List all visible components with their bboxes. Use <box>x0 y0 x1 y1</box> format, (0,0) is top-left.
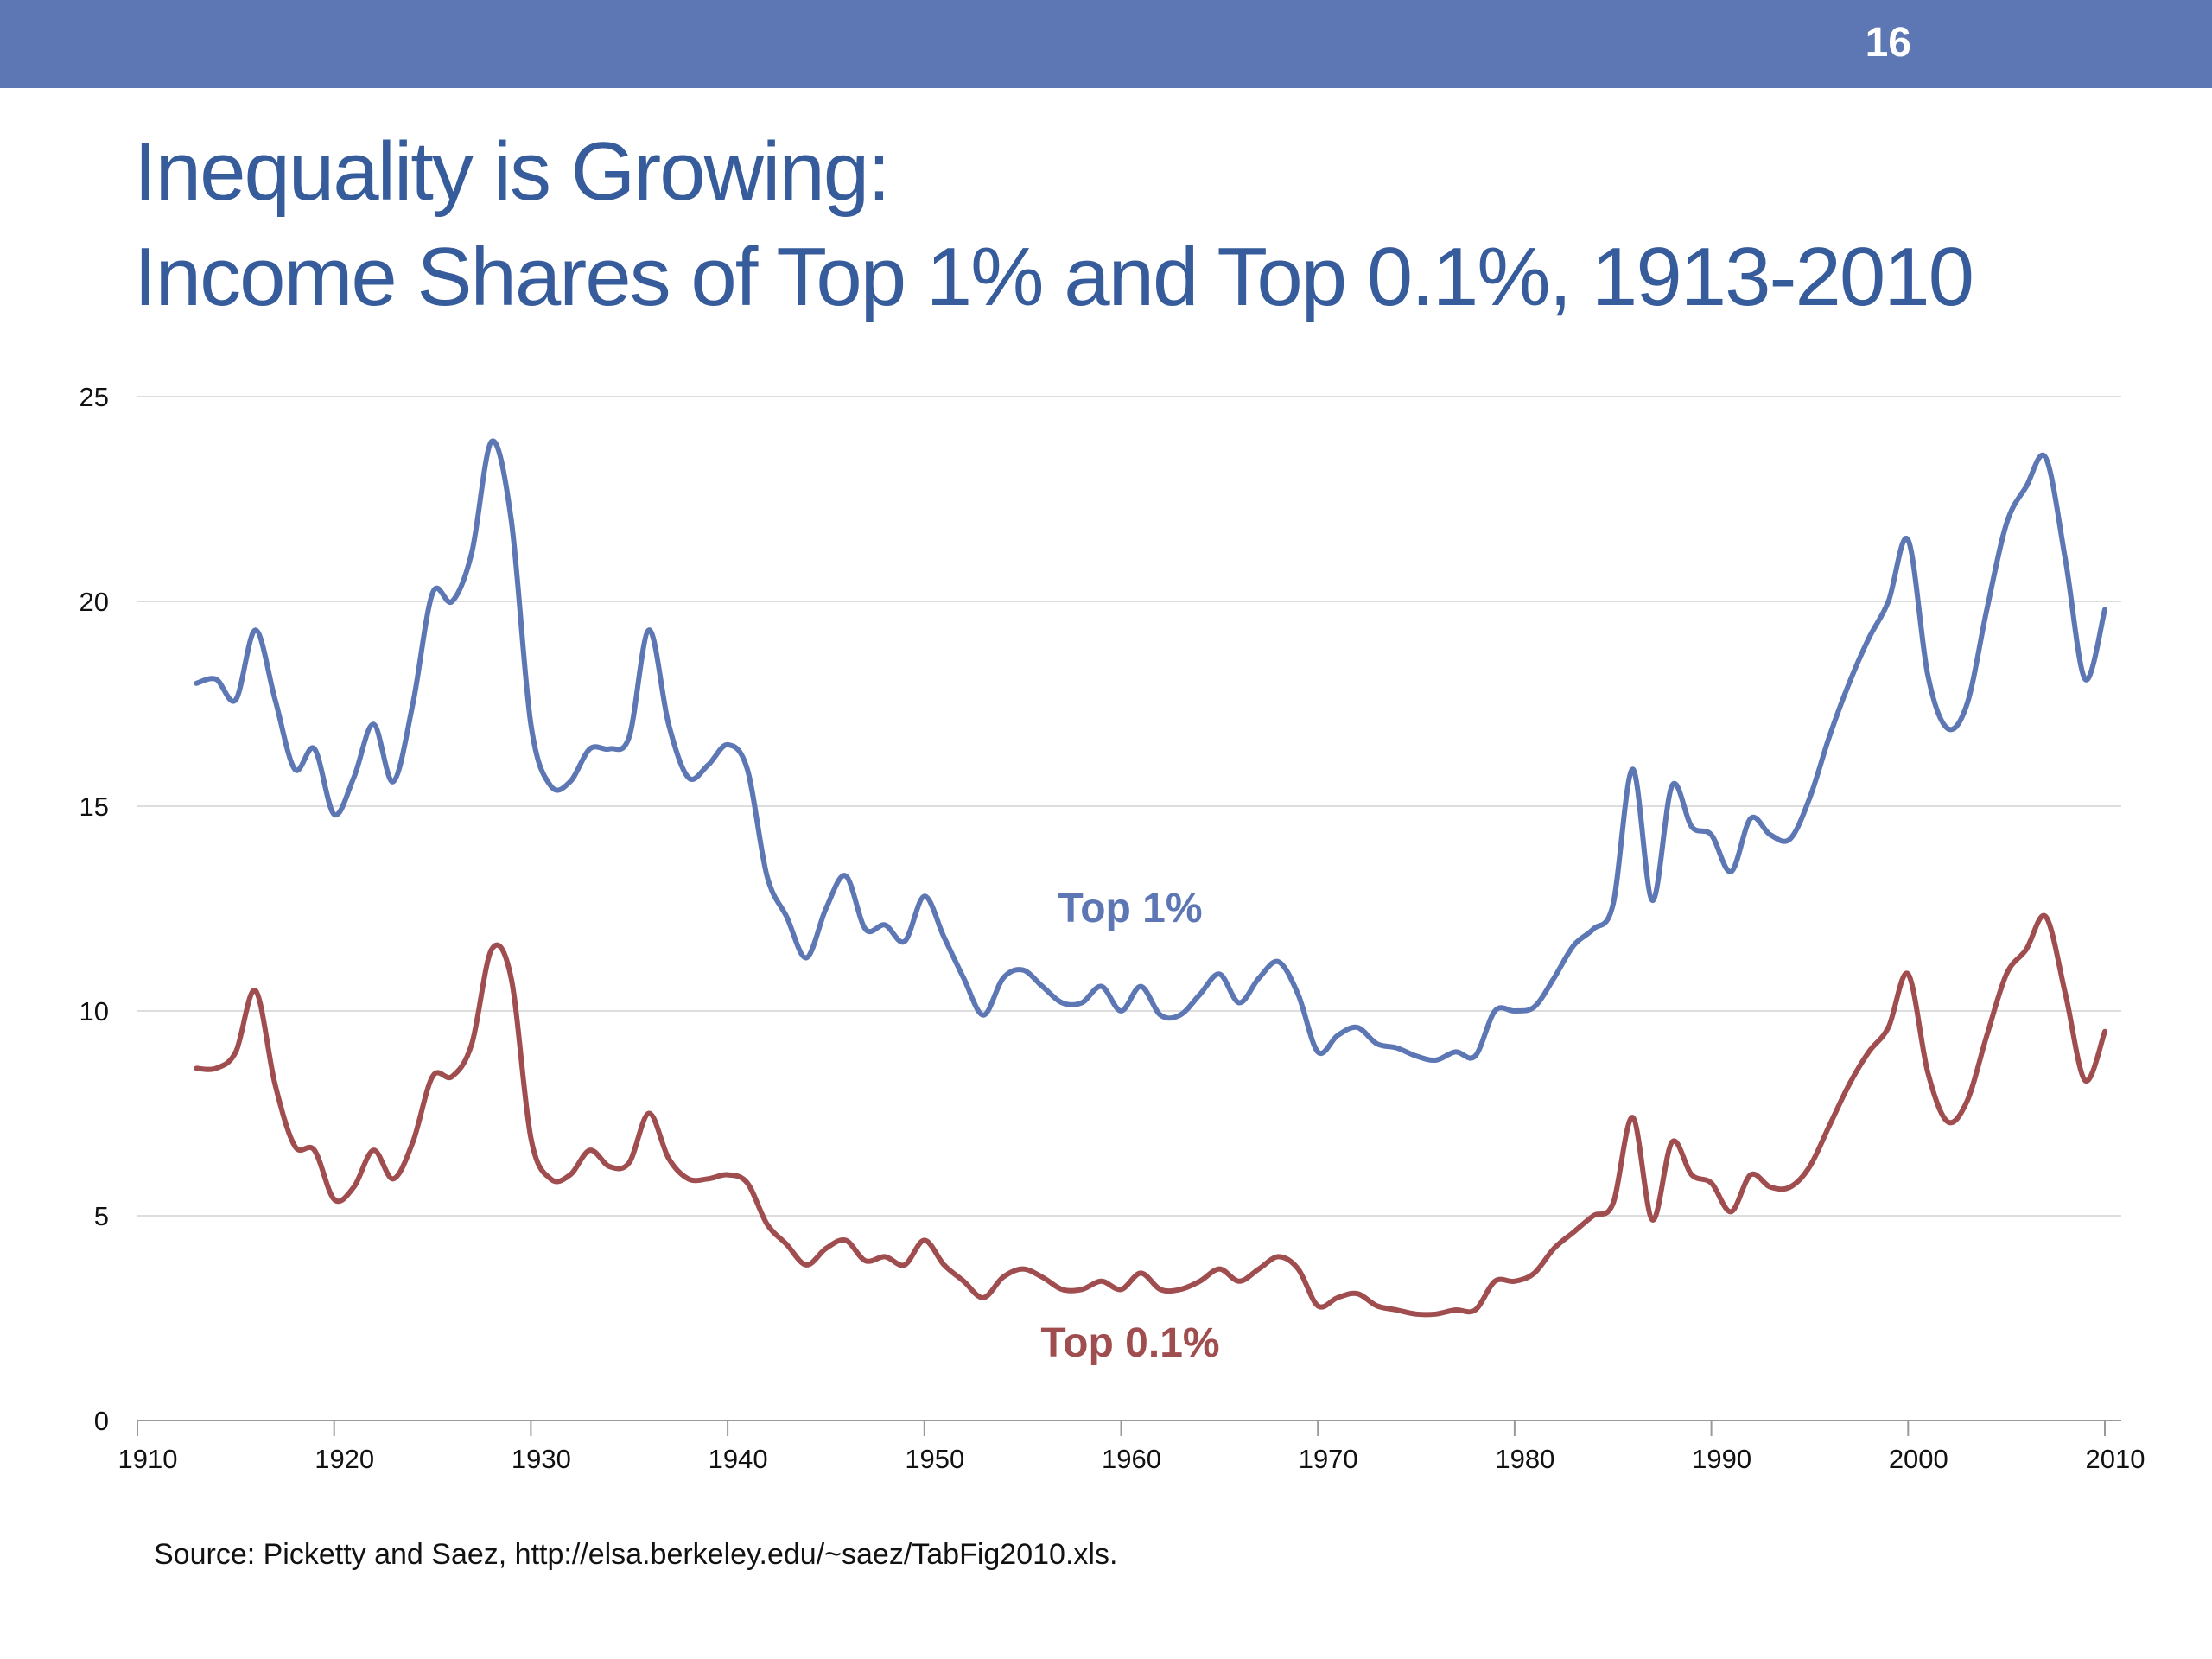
x-tick-label: 1930 <box>512 1444 571 1474</box>
y-tick-label: 20 <box>79 587 109 617</box>
y-tick-label: 10 <box>79 996 109 1027</box>
header-bar: 16 <box>0 0 2212 88</box>
x-tick-label: 1980 <box>1495 1444 1554 1474</box>
title-line-2: Income Shares of Top 1% and Top 0.1%, 19… <box>134 231 1974 323</box>
slide-number: 16 <box>1865 20 1911 66</box>
top-0-1-percent-label: Top 0.1% <box>1040 1320 1219 1366</box>
top-0-1-percent-line <box>194 912 2107 1318</box>
y-tick-label: 25 <box>79 382 109 412</box>
y-tick-label: 0 <box>94 1406 109 1436</box>
x-axis: 1910 1920 1930 1940 1950 1960 1970 1980 1990 2000… <box>118 1420 2145 1474</box>
source-note: Source: Picketty and Saez, http://elsa.b… <box>154 1538 1118 1571</box>
x-tick-label: 1990 <box>1692 1444 1751 1474</box>
x-tick-label: 2010 <box>2086 1444 2145 1474</box>
series-annotations: Top 1% Top 0.1% <box>1040 886 1219 1366</box>
x-tick-label: 1950 <box>905 1444 964 1474</box>
x-tick-label: 2000 <box>1889 1444 1948 1474</box>
x-tick-label: 1910 <box>118 1444 178 1474</box>
slide-title: Inequality is Growing: Income Shares of … <box>134 119 1974 330</box>
x-tick-label: 1940 <box>709 1444 768 1474</box>
gridlines <box>137 396 2121 1217</box>
y-tick-label: 15 <box>79 791 109 822</box>
title-line-1: Inequality is Growing: <box>134 125 891 218</box>
x-tick-label: 1970 <box>1299 1444 1358 1474</box>
y-axis-ticks: 0 5 10 15 20 25 <box>79 382 109 1436</box>
x-tick-label: 1920 <box>315 1444 374 1474</box>
series-lines <box>194 438 2107 1318</box>
top-1-percent-line <box>194 438 2107 1064</box>
x-tick-label: 1960 <box>1102 1444 1161 1474</box>
y-tick-label: 5 <box>94 1201 109 1231</box>
top-1-percent-label: Top 1% <box>1058 886 1202 931</box>
